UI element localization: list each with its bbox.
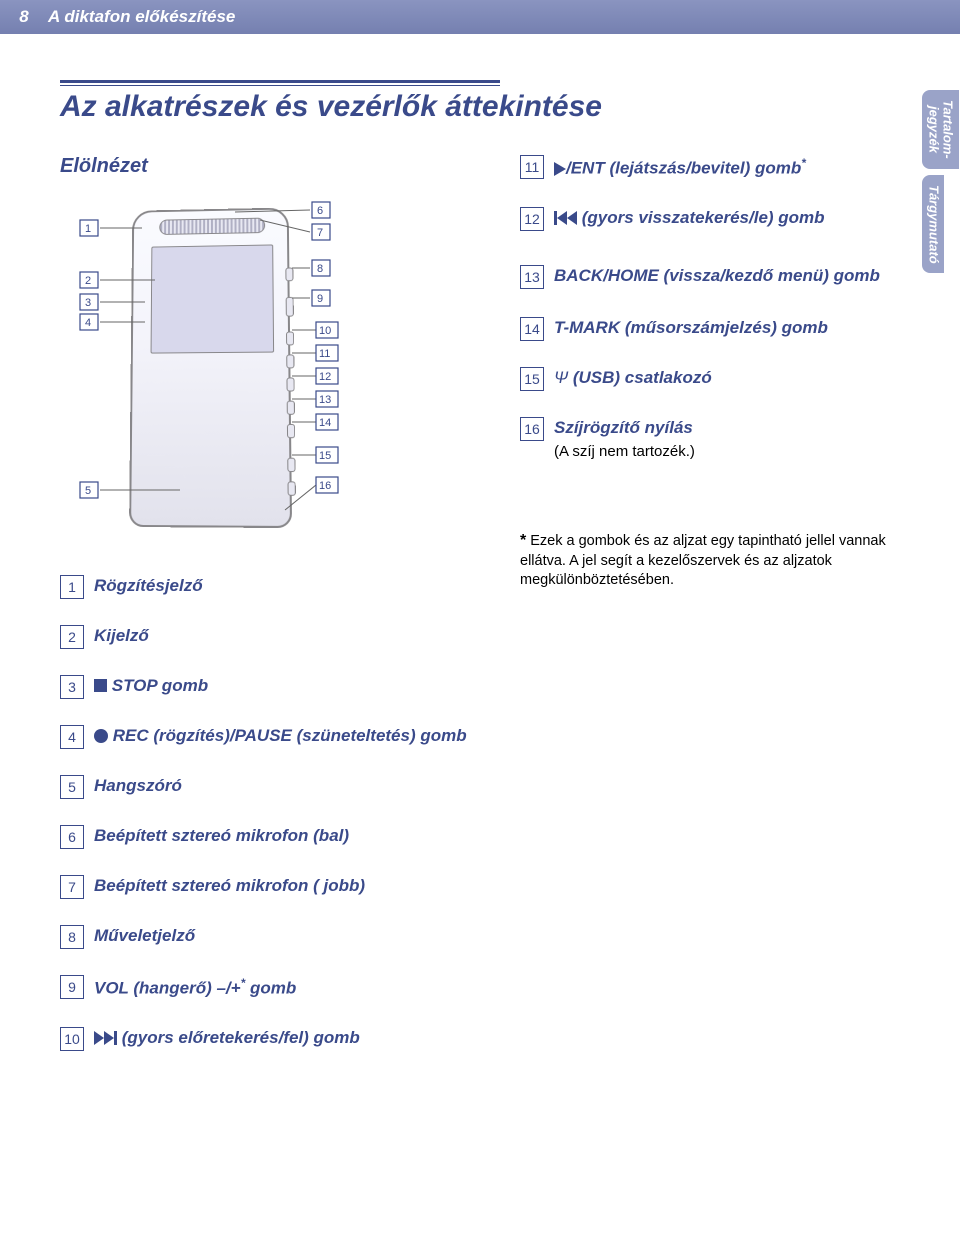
legend-item-10: 10 (gyors előretekerés/fel) gomb	[60, 1027, 480, 1051]
legend-item-1: 1 Rögzítésjelző	[60, 575, 480, 599]
play-icon	[554, 162, 566, 176]
callout-overlay: 1 2 3 4 5 6 7 8 9 10 11 12 13 14 15 16	[60, 190, 370, 560]
legend-item-15: 15 Ψ (USB) csatlakozó	[520, 367, 905, 391]
legend-label: Rögzítésjelző	[94, 575, 203, 598]
legend-label: T-MARK (műsorszámjelzés) gomb	[554, 317, 828, 340]
svg-text:16: 16	[319, 480, 331, 492]
legend-label: BACK/HOME (vissza/kezdő menü) gomb	[554, 265, 880, 288]
device-diagram: 1 2 3 4 5 6 7 8 9 10 11 12 13 14 15 16	[60, 190, 370, 560]
legend-num: 14	[520, 317, 544, 341]
svg-text:3: 3	[85, 297, 91, 309]
legend-num: 1	[60, 575, 84, 599]
svg-text:6: 6	[317, 205, 323, 217]
legend-item-11: 11 /ENT (lejátszás/bevitel) gomb*	[520, 155, 905, 181]
legend-label: Kijelző	[94, 625, 149, 648]
legend-item-13: 13 BACK/HOME (vissza/kezdő menü) gomb	[520, 265, 905, 289]
svg-text:15: 15	[319, 450, 331, 462]
svg-text:10: 10	[319, 325, 331, 337]
legend-item-5: 5 Hangszóró	[60, 775, 480, 799]
legend-item-9: 9 VOL (hangerő) –/+* gomb	[60, 975, 480, 1001]
svg-text:7: 7	[317, 227, 323, 239]
svg-text:2: 2	[85, 275, 91, 287]
subtitle: Elölnézet	[60, 155, 148, 178]
legend-item-2: 2 Kijelző	[60, 625, 480, 649]
legend-num: 4	[60, 725, 84, 749]
legend-num: 9	[60, 975, 84, 999]
svg-text:12: 12	[319, 371, 331, 383]
legend-label: STOP gomb	[94, 675, 208, 698]
page-title: Az alkatrészek és vezérlők áttekintése	[60, 90, 602, 124]
legend-label: Ψ (USB) csatlakozó	[554, 367, 712, 390]
legend-num: 6	[60, 825, 84, 849]
title-divider	[60, 80, 500, 86]
legend-subnote: (A szíj nem tartozék.)	[554, 442, 695, 462]
legend-label: VOL (hangerő) –/+* gomb	[94, 975, 296, 1001]
legend-num: 7	[60, 875, 84, 899]
svg-text:11: 11	[319, 348, 330, 360]
chapter-title: A diktafon előkészítése	[48, 7, 235, 27]
legend-label: Hangszóró	[94, 775, 182, 798]
legend-label: Szíjrögzítő nyílás (A szíj nem tartozék.…	[554, 417, 695, 462]
legend-label: /ENT (lejátszás/bevitel) gomb*	[554, 155, 806, 181]
left-legend-list: 1 Rögzítésjelző 2 Kijelző 3 STOP gomb 4 …	[60, 575, 480, 1077]
svg-text:4: 4	[85, 317, 91, 329]
legend-item-3: 3 STOP gomb	[60, 675, 480, 699]
legend-item-16: 16 Szíjrögzítő nyílás (A szíj nem tartoz…	[520, 417, 905, 462]
footnote: *Ezek a gombok és az aljzat egy tapintha…	[520, 530, 905, 591]
legend-item-6: 6 Beépített sztereó mikrofon (bal)	[60, 825, 480, 849]
legend-item-14: 14 T-MARK (műsorszámjelzés) gomb	[520, 317, 905, 341]
legend-num: 3	[60, 675, 84, 699]
stop-icon	[94, 679, 107, 692]
svg-text:5: 5	[85, 485, 91, 497]
legend-label: (gyors visszatekerés/le) gomb	[554, 207, 825, 230]
page-header: 8 A diktafon előkészítése	[0, 0, 960, 34]
rec-icon	[94, 729, 108, 743]
legend-label: Beépített sztereó mikrofon ( jobb)	[94, 875, 365, 898]
svg-text:1: 1	[85, 223, 91, 235]
svg-text:14: 14	[319, 417, 331, 429]
svg-text:8: 8	[317, 263, 323, 275]
legend-num: 16	[520, 417, 544, 441]
svg-text:13: 13	[319, 394, 331, 406]
rewind-icon	[554, 211, 577, 225]
usb-icon: Ψ	[554, 368, 568, 387]
legend-num: 11	[520, 155, 544, 179]
fast-forward-icon	[94, 1031, 117, 1045]
legend-item-8: 8 Műveletjelző	[60, 925, 480, 949]
side-tabs: Tartalom- jegyzék Tárgymutató	[922, 90, 960, 279]
legend-num: 13	[520, 265, 544, 289]
tab-index[interactable]: Tárgymutató	[922, 175, 944, 274]
right-legend-list: 11 /ENT (lejátszás/bevitel) gomb* 12 (gy…	[520, 155, 905, 488]
legend-num: 15	[520, 367, 544, 391]
legend-item-12: 12 (gyors visszatekerés/le) gomb	[520, 207, 905, 231]
legend-item-7: 7 Beépített sztereó mikrofon ( jobb)	[60, 875, 480, 899]
tab-toc[interactable]: Tartalom- jegyzék	[922, 90, 959, 169]
legend-item-4: 4 REC (rögzítés)/PAUSE (szüneteltetés) g…	[60, 725, 480, 749]
page-number: 8	[0, 7, 48, 27]
legend-num: 2	[60, 625, 84, 649]
legend-label: Beépített sztereó mikrofon (bal)	[94, 825, 349, 848]
legend-num: 5	[60, 775, 84, 799]
legend-num: 12	[520, 207, 544, 231]
legend-label: (gyors előretekerés/fel) gomb	[94, 1027, 360, 1050]
legend-label: Műveletjelző	[94, 925, 195, 948]
svg-text:9: 9	[317, 293, 323, 305]
legend-num: 8	[60, 925, 84, 949]
legend-num: 10	[60, 1027, 84, 1051]
legend-label: REC (rögzítés)/PAUSE (szüneteltetés) gom…	[94, 725, 467, 748]
asterisk-icon: *	[520, 532, 526, 549]
